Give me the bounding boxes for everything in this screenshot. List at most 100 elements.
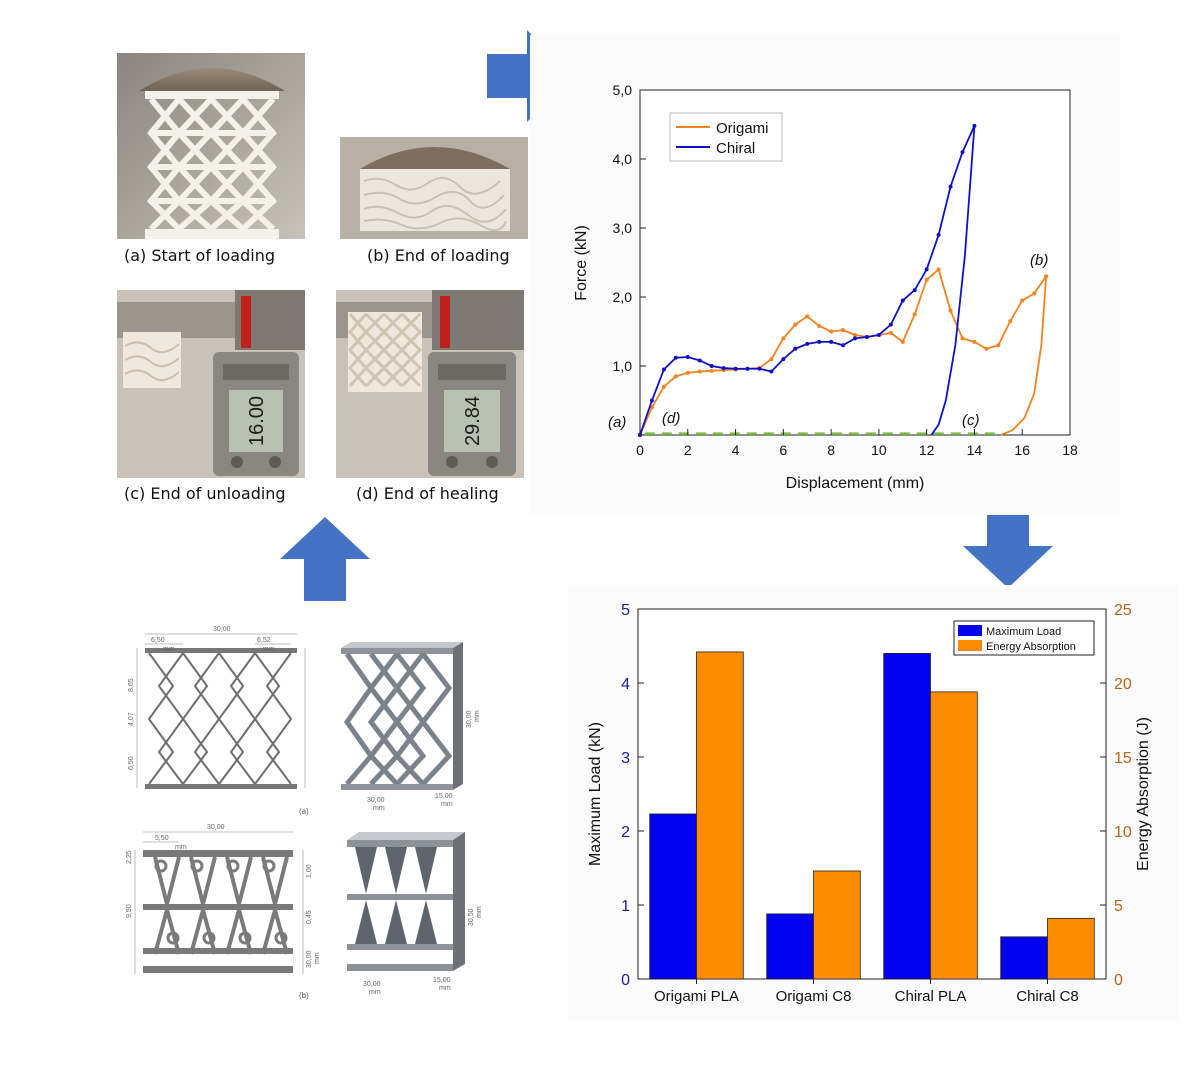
x-tick-label: 0 <box>636 442 644 458</box>
dim-text: 6,50 <box>151 637 165 644</box>
dim-text: mm <box>314 952 321 964</box>
dim-text: 30,00 <box>207 824 225 831</box>
y2-tick-label: 25 <box>1114 602 1132 619</box>
data-point-origami <box>948 308 953 313</box>
data-point-chiral <box>709 364 714 368</box>
data-point-origami <box>817 323 822 328</box>
dim-text: 1,00 <box>306 864 313 878</box>
dim-text: 30,00 <box>466 710 473 728</box>
data-point-chiral <box>841 343 846 348</box>
data-point-origami <box>805 314 810 319</box>
x-tick-label: 4 <box>732 442 740 458</box>
dim-text: 30,00 <box>306 950 313 968</box>
bar-max-load <box>766 913 814 980</box>
y-tick-label: 2,0 <box>613 289 633 305</box>
data-point-chiral <box>769 369 774 374</box>
data-point-origami <box>685 370 690 375</box>
legend-label-max-load: Maximum Load <box>986 626 1061 638</box>
dim-text: mm <box>373 805 385 812</box>
dim-text: 6,50 <box>128 756 135 770</box>
data-point-origami <box>781 336 786 341</box>
caption-end-of-unloading: (c) End of unloading <box>124 484 286 503</box>
data-point-origami <box>1032 291 1037 296</box>
x-tick-label: 16 <box>1014 442 1030 458</box>
caption-end-of-healing: (d) End of healing <box>356 484 499 503</box>
data-point-chiral <box>757 366 762 371</box>
y2-tick-label: 10 <box>1114 824 1132 841</box>
dim-text: mm <box>263 646 275 653</box>
bar-max-load <box>883 653 931 980</box>
force-displacement-chart: 0 2 4 6 8 10 12 14 16 18 1,0 2,0 3,0 4,0 5,0 Displacem… <box>530 35 1120 515</box>
arrow-right-icon <box>487 30 571 122</box>
data-point-origami <box>960 336 965 341</box>
data-point-origami <box>900 339 905 344</box>
annotation-c: (c) <box>962 412 980 429</box>
data-point-origami <box>972 339 977 344</box>
dim-text: 4,07 <box>128 712 135 726</box>
photo-end-of-unloading: 16.00 <box>117 290 305 478</box>
data-point-origami <box>829 329 834 334</box>
data-point-chiral <box>853 336 857 341</box>
photo-end-of-healing: 29.84 <box>336 290 524 478</box>
data-point-origami <box>841 328 846 333</box>
x-tick-label: 14 <box>967 442 983 458</box>
data-point-origami <box>709 368 714 373</box>
dim-text: mm <box>441 801 453 808</box>
y2-tick-label: 20 <box>1114 676 1132 693</box>
data-point-chiral <box>661 367 666 372</box>
dim-text: 6,52 <box>257 637 271 644</box>
data-point-chiral <box>912 288 917 293</box>
drawing-label-a: (a) <box>299 807 309 816</box>
data-point-origami <box>769 357 774 362</box>
x-tick-label: Chiral PLA <box>895 988 967 1005</box>
data-point-origami <box>936 267 941 272</box>
dim-text: mm <box>175 844 187 851</box>
data-point-chiral <box>685 355 690 360</box>
x-tick-label: 8 <box>827 442 835 458</box>
x-tick-label: 6 <box>779 442 787 458</box>
data-point-origami <box>924 277 929 282</box>
y-axis-label: Maximum Load (kN) <box>587 722 604 866</box>
data-point-chiral <box>721 366 726 371</box>
x-tick-label: 2 <box>684 442 692 458</box>
photo-end-of-loading <box>340 137 528 239</box>
series-line-chiral-unloading <box>930 125 976 436</box>
bar-max-load <box>1000 936 1048 980</box>
data-point-chiral <box>673 355 678 360</box>
dim-text: 30,50 <box>468 908 475 926</box>
bar-energy-absorption <box>696 651 744 980</box>
data-point-origami <box>697 369 702 374</box>
data-point-chiral <box>924 267 929 272</box>
y-tick-label: 5 <box>621 602 630 619</box>
data-point-origami <box>1044 274 1049 279</box>
y-tick-label: 3,0 <box>613 220 633 236</box>
y-tick-label: 0 <box>621 972 630 989</box>
x-tick-label: 12 <box>919 442 935 458</box>
y-tick-label: 4,0 <box>613 151 633 167</box>
x-tick-label: 18 <box>1062 442 1078 458</box>
data-point-chiral <box>888 322 893 327</box>
dim-text: 15,00 <box>433 977 451 984</box>
legend: Maximum Load Energy Absorption <box>953 620 1095 656</box>
drawing-label-b: (b) <box>299 991 309 1000</box>
data-point-origami <box>888 330 893 335</box>
legend-label-chiral: Chiral <box>716 140 755 157</box>
dim-text: 15,00 <box>435 793 453 800</box>
data-point-origami <box>912 312 917 317</box>
data-point-chiral <box>948 184 953 189</box>
data-point-chiral <box>745 366 750 371</box>
photo-start-of-loading <box>117 53 305 239</box>
y2-tick-label: 5 <box>1114 898 1123 915</box>
arrow-down-icon <box>963 504 1053 588</box>
drawing-chiral: 30,00 5,50 mm 2,25 1,00 9,50 0,45 30,00 m… <box>126 824 483 1000</box>
data-point-chiral <box>960 150 965 155</box>
y-axis-label: Force (kN) <box>573 225 590 301</box>
x-tick-label: 10 <box>871 442 887 458</box>
dim-text: mm <box>369 989 381 996</box>
data-point-chiral <box>936 232 941 237</box>
data-point-origami <box>984 346 989 351</box>
annotation-d: (d) <box>662 410 680 427</box>
data-point-origami <box>673 374 678 379</box>
dim-text: mm <box>163 646 175 653</box>
caption-end-of-loading: (b) End of loading <box>367 246 510 265</box>
